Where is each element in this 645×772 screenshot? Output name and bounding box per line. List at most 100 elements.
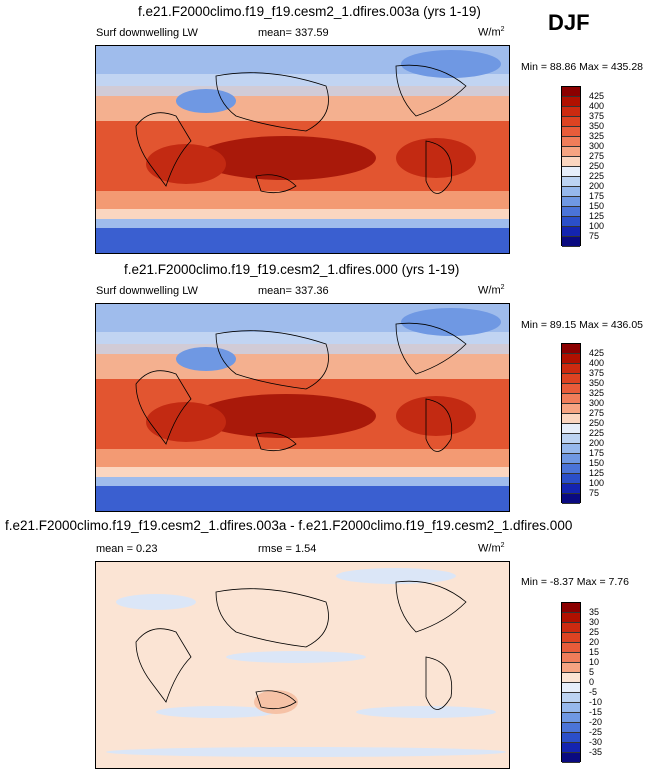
- panel-1-title: f.e21.F2000climo.f19_f19.cesm2_1.dfires.…: [138, 4, 481, 19]
- panel-3-mean-label: mean = 0.23: [96, 543, 158, 555]
- panel-2-colorbar-swatch: [562, 424, 580, 434]
- panel-2-title: f.e21.F2000climo.f19_f19.cesm2_1.dfires.…: [124, 262, 460, 277]
- panel-3-colorbar-swatch: [562, 703, 580, 713]
- panel-1-colorbar-swatch: [562, 227, 580, 237]
- panel-3-colorbar-swatch: [562, 723, 580, 733]
- panel-3-colorbar-tick-label: -25: [589, 727, 603, 737]
- panel-2-colorbar-swatch: [562, 414, 580, 424]
- panel-2-colorbar-swatch: [562, 404, 580, 414]
- panel-2-units: W/m2: [478, 284, 505, 297]
- panel-1-colorbar-tick-label: 100: [589, 221, 605, 231]
- panel-3-colorbar-tick-label: 35: [589, 607, 600, 617]
- panel-1-colorbar-swatch: [562, 157, 580, 167]
- panel-3-colorbar-tick-label: 15: [589, 647, 600, 657]
- panel-3-colorbar-tick-label: -5: [589, 687, 598, 697]
- panel-2-colorbar-tick-label: 275: [589, 408, 605, 418]
- panel-1-map: [95, 45, 510, 254]
- panel-1-colorbar-swatch: [562, 107, 580, 117]
- panel-2-colorbar-swatch: [562, 354, 580, 364]
- panel-2-colorbar-tick-label: 250: [589, 418, 605, 428]
- panel-1-colorbar-tick-label: 200: [589, 181, 605, 191]
- panel-3-colorbar-swatch: [562, 683, 580, 693]
- panel-3-colorbar-swatch: [562, 603, 580, 613]
- panel-3-colorbar-swatch: [562, 663, 580, 673]
- panel-3-colorbar-swatch: [562, 653, 580, 663]
- panel-2-map: [95, 303, 510, 512]
- panel-1-colorbar-tick-label: 375: [589, 111, 605, 121]
- panel-2-colorbar-tick-label: 75: [589, 488, 600, 498]
- panel-1-units: W/m2: [478, 26, 505, 39]
- panel-2-field: [96, 304, 509, 511]
- panel-3-colorbar-tick-label: 30: [589, 617, 600, 627]
- panel-1-colorbar-tick-label: 175: [589, 191, 605, 201]
- panel-1-colorbar-tick-label: 225: [589, 171, 605, 181]
- panel-2-colorbar-swatch: [562, 494, 580, 504]
- panel-1-colorbar-swatch: [562, 177, 580, 187]
- panel-2-minmax: Min = 89.15 Max = 436.05: [521, 319, 643, 331]
- panel-1-colorbar-tick-label: 150: [589, 201, 605, 211]
- panel-2-colorbar-swatch: [562, 474, 580, 484]
- panel-2-colorbar-tick-label: 375: [589, 368, 605, 378]
- panel-2-colorbar-swatch: [562, 364, 580, 374]
- panel-3-colorbar-swatch: [562, 613, 580, 623]
- panel-3-colorbar-tick-label: 20: [589, 637, 600, 647]
- panel-3-colorbar-tick-label: -10: [589, 697, 603, 707]
- panel-1-colorbar-tick-label: 75: [589, 231, 600, 241]
- panel-3-units: W/m2: [478, 542, 505, 555]
- panel-2-variable-label: Surf downwelling LW: [96, 285, 198, 297]
- panel-1-field: [96, 46, 509, 253]
- panel-2-colorbar-swatch: [562, 434, 580, 444]
- panel-1-colorbar-swatch: [562, 217, 580, 227]
- panel-1-mean-label: mean= 337.59: [258, 27, 329, 39]
- panel-1-colorbar-swatch: [562, 97, 580, 107]
- panel-3-colorbar-swatch: [562, 643, 580, 653]
- panel-3-map: [95, 561, 510, 769]
- panel-3-colorbar-swatch: [562, 713, 580, 723]
- panel-3-colorbar-tick-label: 25: [589, 627, 600, 637]
- panel-3-colorbar-swatch: [562, 633, 580, 643]
- panel-3-minmax: Min = -8.37 Max = 7.76: [521, 576, 629, 588]
- panel-3-colorbar-tick-label: -30: [589, 737, 603, 747]
- panel-1-colorbar-tick-label: 275: [589, 151, 605, 161]
- panel-1-colorbar-swatch: [562, 137, 580, 147]
- panel-2-colorbar-tick-label: 425: [589, 348, 605, 358]
- panel-2-mean-label: mean= 337.36: [258, 285, 329, 297]
- panel-2-colorbar-swatches: [561, 343, 581, 504]
- season-label: DJF: [548, 10, 590, 35]
- panel-2-colorbar-tick-label: 125: [589, 468, 605, 478]
- panel-1-colorbar-swatch: [562, 117, 580, 127]
- panel-3-colorbar-swatch: [562, 743, 580, 753]
- panel-1-colorbar-swatch: [562, 187, 580, 197]
- panel-2-colorbar-swatch: [562, 374, 580, 384]
- panel-1-colorbar-swatch: [562, 237, 580, 247]
- panel-2-colorbar-tick-label: 350: [589, 378, 605, 388]
- panel-1-colorbar-tick-label: 425: [589, 91, 605, 101]
- panel-2-colorbar-swatch: [562, 384, 580, 394]
- panel-2-colorbar-tick-label: 200: [589, 438, 605, 448]
- panel-3-colorbar-tick-label: -35: [589, 747, 603, 757]
- panel-3-colorbar-tick-label: 5: [589, 667, 595, 677]
- panel-1-variable-label: Surf downwelling LW: [96, 27, 198, 39]
- panel-3-colorbar-tick-label: -20: [589, 717, 603, 727]
- panel-1-colorbar-tick-label: 250: [589, 161, 605, 171]
- panel-3-colorbar-swatch: [562, 733, 580, 743]
- panel-1-colorbar-tick-label: 125: [589, 211, 605, 221]
- panel-1-colorbar-swatch: [562, 87, 580, 97]
- panel-3-colorbar-swatch: [562, 693, 580, 703]
- panel-2-colorbar-tick-label: 400: [589, 358, 605, 368]
- panel-2-colorbar-swatch: [562, 464, 580, 474]
- panel-2-colorbar-swatch: [562, 484, 580, 494]
- panel-1-colorbar-swatch: [562, 147, 580, 157]
- panel-3-colorbar-swatches: [561, 602, 581, 763]
- panel-2-colorbar-swatch: [562, 444, 580, 454]
- panel-3-colorbar-tick-label: 10: [589, 657, 600, 667]
- panel-2-colorbar-tick-label: 225: [589, 428, 605, 438]
- panel-3-colorbar-swatch: [562, 753, 580, 763]
- panel-3-colorbar-swatch: [562, 623, 580, 633]
- panel-1-colorbar-swatches: [561, 86, 581, 247]
- panel-2-colorbar-tick-label: 100: [589, 478, 605, 488]
- panel-3-rmse-label: rmse = 1.54: [258, 543, 317, 555]
- panel-1-colorbar-tick-label: 350: [589, 121, 605, 131]
- panel-2-colorbar-tick-label: 325: [589, 388, 605, 398]
- panel-3-field: [96, 562, 509, 768]
